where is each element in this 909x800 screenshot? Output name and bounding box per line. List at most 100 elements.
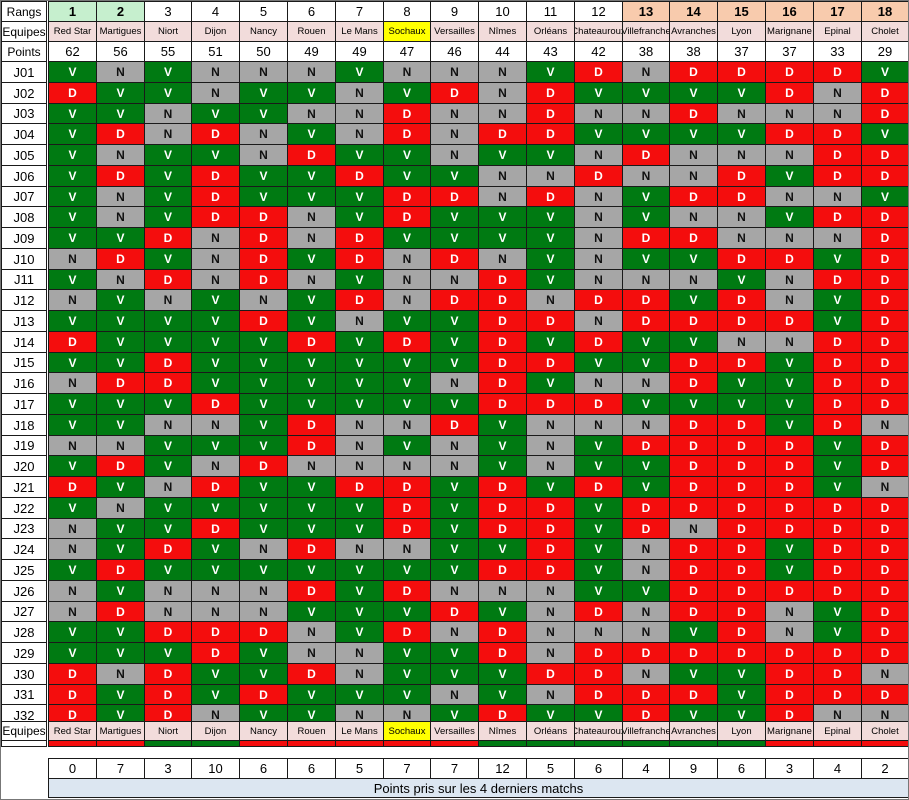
match-result-cell[interactable]: V bbox=[287, 82, 336, 104]
match-result-cell[interactable]: D bbox=[96, 248, 145, 270]
match-result-cell[interactable]: D bbox=[574, 663, 623, 685]
match-result-cell[interactable]: V bbox=[96, 642, 145, 664]
match-result-cell[interactable]: N bbox=[335, 310, 384, 332]
match-result-cell[interactable]: V bbox=[813, 476, 862, 498]
match-result-cell[interactable]: D bbox=[861, 227, 909, 249]
match-result-cell[interactable]: V bbox=[622, 455, 670, 477]
match-result-cell[interactable]: D bbox=[622, 310, 670, 332]
match-result-cell[interactable]: D bbox=[813, 580, 862, 602]
match-result-cell[interactable]: V bbox=[191, 663, 240, 685]
match-result-cell[interactable]: V bbox=[48, 123, 97, 145]
team-name[interactable]: Nancy bbox=[239, 721, 288, 741]
match-result-cell[interactable]: V bbox=[335, 684, 384, 705]
match-result-cell[interactable]: N bbox=[813, 103, 862, 124]
match-result-cell[interactable]: D bbox=[861, 393, 909, 415]
match-result-cell[interactable]: V bbox=[813, 435, 862, 456]
match-result-cell[interactable]: N bbox=[478, 580, 527, 602]
match-result-cell[interactable]: V bbox=[96, 621, 145, 643]
match-result-cell[interactable]: D bbox=[574, 684, 623, 705]
team-name[interactable]: Cholet bbox=[861, 721, 909, 741]
match-result-cell[interactable]: V bbox=[335, 518, 384, 539]
match-result-cell[interactable]: V bbox=[287, 310, 336, 332]
match-result-cell[interactable]: N bbox=[765, 227, 814, 249]
match-result-cell[interactable]: V bbox=[717, 269, 766, 290]
match-result-cell[interactable]: D bbox=[813, 497, 862, 519]
match-result-cell[interactable]: V bbox=[526, 61, 575, 83]
match-result-cell[interactable]: D bbox=[96, 601, 145, 622]
match-result-cell[interactable]: D bbox=[526, 393, 575, 415]
match-result-cell[interactable]: V bbox=[622, 476, 670, 498]
match-result-cell[interactable]: V bbox=[383, 372, 431, 394]
match-result-cell[interactable]: V bbox=[239, 393, 288, 415]
match-result-cell[interactable]: V bbox=[96, 289, 145, 311]
match-result-cell[interactable]: V bbox=[478, 414, 527, 436]
match-result-cell[interactable]: D bbox=[813, 144, 862, 166]
match-result-cell[interactable]: N bbox=[144, 580, 192, 602]
match-result-cell[interactable]: N bbox=[239, 601, 288, 622]
match-result-cell[interactable]: D bbox=[669, 227, 718, 249]
match-result-cell[interactable]: V bbox=[622, 248, 670, 270]
team-name[interactable]: Red Star bbox=[48, 721, 97, 741]
match-result-cell[interactable]: D bbox=[287, 435, 336, 456]
match-result-cell[interactable]: N bbox=[144, 289, 192, 311]
match-result-cell[interactable]: V bbox=[191, 103, 240, 124]
match-result-cell[interactable]: D bbox=[574, 476, 623, 498]
match-result-cell[interactable]: D bbox=[717, 518, 766, 539]
match-result-cell[interactable]: D bbox=[717, 414, 766, 436]
match-result-cell[interactable]: N bbox=[622, 61, 670, 83]
match-result-cell[interactable]: V bbox=[383, 684, 431, 705]
match-result-cell[interactable]: V bbox=[96, 82, 145, 104]
match-result-cell[interactable]: N bbox=[96, 663, 145, 685]
match-result-cell[interactable]: N bbox=[430, 61, 479, 83]
match-result-cell[interactable]: N bbox=[239, 144, 288, 166]
match-result-cell[interactable]: D bbox=[383, 123, 431, 145]
match-result-cell[interactable]: V bbox=[239, 82, 288, 104]
match-result-cell[interactable]: N bbox=[430, 455, 479, 477]
match-result-cell[interactable]: V bbox=[239, 352, 288, 373]
match-result-cell[interactable]: V bbox=[335, 186, 384, 207]
match-result-cell[interactable]: D bbox=[622, 227, 670, 249]
match-result-cell[interactable]: N bbox=[574, 206, 623, 228]
match-result-cell[interactable]: N bbox=[96, 497, 145, 519]
match-result-cell[interactable]: V bbox=[813, 455, 862, 477]
match-result-cell[interactable]: V bbox=[144, 186, 192, 207]
team-name[interactable]: Avranches bbox=[669, 21, 718, 42]
match-result-cell[interactable]: D bbox=[861, 372, 909, 394]
match-result-cell[interactable]: V bbox=[526, 144, 575, 166]
match-result-cell[interactable]: V bbox=[239, 331, 288, 353]
match-result-cell[interactable]: D bbox=[813, 331, 862, 353]
match-result-cell[interactable]: D bbox=[717, 642, 766, 664]
match-result-cell[interactable]: D bbox=[478, 289, 527, 311]
match-result-cell[interactable]: D bbox=[669, 103, 718, 124]
match-result-cell[interactable]: D bbox=[96, 165, 145, 187]
match-result-cell[interactable]: V bbox=[96, 227, 145, 249]
match-result-cell[interactable]: V bbox=[48, 455, 97, 477]
match-result-cell[interactable]: V bbox=[96, 310, 145, 332]
match-result-cell[interactable]: D bbox=[669, 580, 718, 602]
match-result-cell[interactable]: N bbox=[622, 103, 670, 124]
match-result-cell[interactable]: D bbox=[383, 497, 431, 519]
match-result-cell[interactable]: D bbox=[430, 82, 479, 104]
match-result-cell[interactable]: D bbox=[526, 123, 575, 145]
match-result-cell[interactable]: N bbox=[478, 61, 527, 83]
team-name[interactable]: Avranches bbox=[669, 721, 718, 741]
match-result-cell[interactable]: N bbox=[48, 601, 97, 622]
match-result-cell[interactable]: V bbox=[239, 559, 288, 581]
match-result-cell[interactable]: D bbox=[717, 435, 766, 456]
match-result-cell[interactable]: N bbox=[48, 518, 97, 539]
match-result-cell[interactable]: D bbox=[717, 559, 766, 581]
match-result-cell[interactable]: V bbox=[526, 269, 575, 290]
match-result-cell[interactable]: D bbox=[96, 123, 145, 145]
match-result-cell[interactable]: V bbox=[335, 269, 384, 290]
match-result-cell[interactable]: V bbox=[239, 414, 288, 436]
match-result-cell[interactable]: D bbox=[430, 414, 479, 436]
match-result-cell[interactable]: V bbox=[48, 621, 97, 643]
match-result-cell[interactable]: N bbox=[48, 248, 97, 270]
match-result-cell[interactable]: V bbox=[478, 684, 527, 705]
match-result-cell[interactable]: V bbox=[48, 61, 97, 83]
match-result-cell[interactable]: V bbox=[287, 372, 336, 394]
match-result-cell[interactable]: D bbox=[191, 518, 240, 539]
match-result-cell[interactable]: V bbox=[526, 476, 575, 498]
match-result-cell[interactable]: V bbox=[717, 684, 766, 705]
match-result-cell[interactable]: N bbox=[574, 103, 623, 124]
